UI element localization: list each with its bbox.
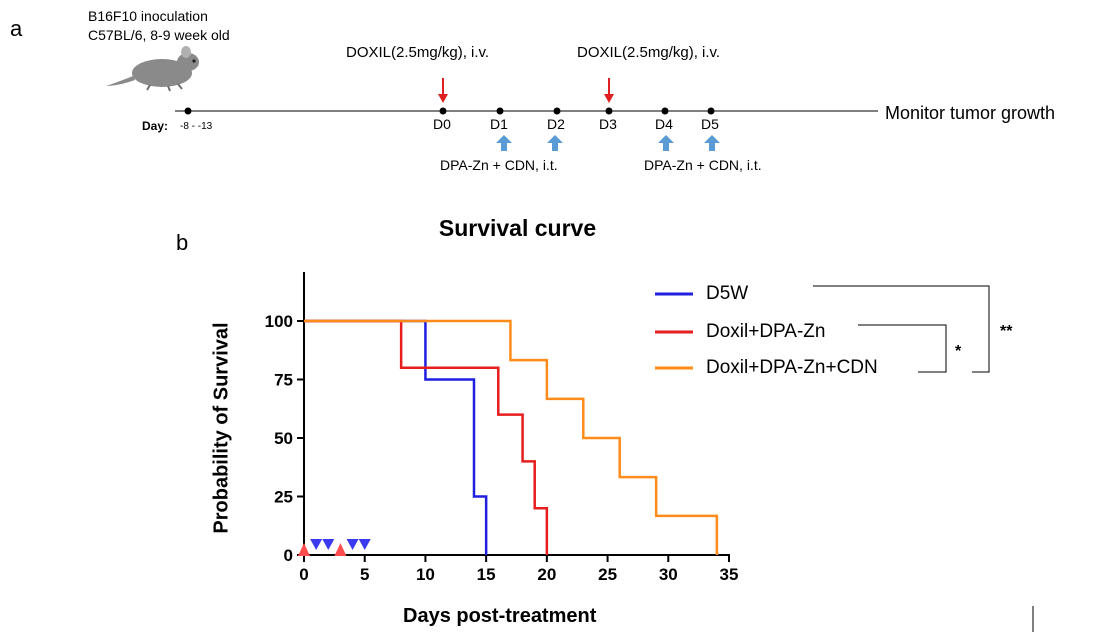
x-tick-label: 20 [537,565,556,584]
significance-double: ** [1000,323,1013,340]
panel-a-label: a [10,16,23,41]
day-tick-d5: D5 [701,116,719,132]
y-tick-label: 0 [284,546,293,565]
series-line-1 [304,319,549,555]
y-tick-label: 75 [274,371,293,390]
doxil-label-1: DOXIL(2.5mg/kg), i.v. [346,44,490,61]
doxil-arrow-d0 [438,78,448,103]
bracket-single [858,324,947,373]
x-tick-label: 15 [477,565,496,584]
dose-marker-treatment [310,539,323,550]
x-axis-title: Days post-treatment [403,605,597,627]
day-tick-d0: D0 [433,116,451,132]
doxil-label-2: DOXIL(2.5mg/kg), i.v. [577,44,721,61]
dose-marker-treatment [322,539,335,550]
treatment-arrow-d4 [658,135,674,151]
treatment-arrow-d1 [496,135,512,151]
treatment-arrow-d5 [704,135,720,151]
x-tick-label: 5 [360,565,369,584]
legend-label-doxil-dpa-zn-cdn: Doxil+DPA-Zn+CDN [706,357,878,378]
monitor-label: Monitor tumor growth [885,103,1056,123]
mouse-icon [106,46,199,92]
x-tick-label: 30 [659,565,678,584]
y-tick-label: 100 [265,312,293,331]
dose-marker-doxil [334,543,347,556]
series-line-2 [304,319,719,555]
mouse-model-line2: C57BL/6, 8-9 week old [88,27,230,43]
day-tick-d4: D4 [655,116,673,132]
dose-marker-treatment [358,539,371,550]
day-tick-d1: D1 [490,116,508,132]
x-tick-label: 25 [598,565,617,584]
dose-marker-doxil [298,543,310,556]
treatment-label-2: DPA-Zn + CDN, i.t. [644,157,762,173]
y-tick-label: 50 [274,429,293,448]
treatment-label-1: DPA-Zn + CDN, i.t. [440,157,558,173]
day-tick-d2: D2 [547,116,565,132]
x-tick-label: 10 [416,565,435,584]
bracket-double [813,285,990,373]
significance-single: * [955,343,962,360]
panel-b-label: b [176,230,189,255]
mouse-model-line1: B16F10 inoculation [88,8,208,24]
legend-label-d5w: D5W [706,283,749,304]
treatment-arrow-d2 [547,135,563,151]
y-tick-label: 25 [274,488,293,507]
day-label: Day: [142,119,169,133]
day-range: -8 - -13 [180,121,213,132]
series-line-0 [304,319,488,555]
legend-label-doxil-dpa-zn: Doxil+DPA-Zn [706,321,826,342]
day-tick-d3: D3 [599,116,617,132]
chart-title: Survival curve [438,215,597,241]
x-tick-label: 0 [299,565,308,584]
doxil-arrow-d3 [604,78,614,103]
dose-marker-treatment [346,539,359,550]
x-tick-label: 35 [720,565,739,584]
